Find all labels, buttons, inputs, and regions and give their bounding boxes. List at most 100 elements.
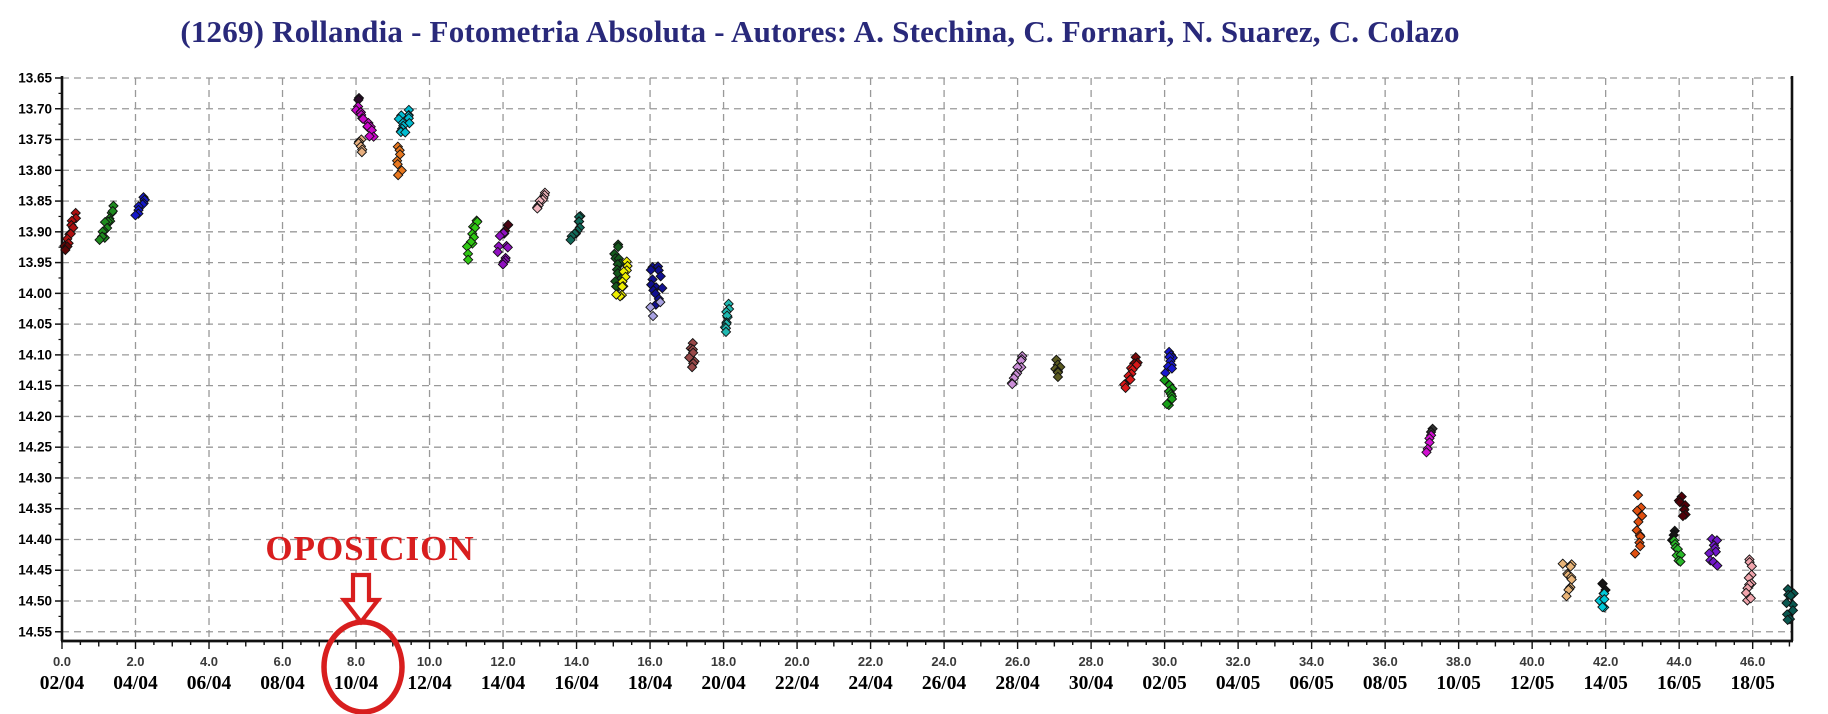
x-tick-label: 34.0 — [1299, 654, 1324, 669]
x-date-label: 10/05 — [1436, 673, 1481, 694]
x-date-label: 02/05 — [1142, 673, 1187, 694]
x-date-label: 24/04 — [848, 673, 893, 694]
x-date-label: 06/05 — [1289, 673, 1334, 694]
data-point — [1782, 614, 1793, 626]
y-tick-label: 14.50 — [18, 594, 52, 609]
data-point — [1674, 497, 1686, 508]
x-date-label: 06/04 — [187, 673, 232, 694]
y-tick-label: 13.65 — [18, 71, 52, 86]
x-date-label: 14/05 — [1583, 673, 1628, 694]
data-point — [497, 259, 509, 270]
data-point — [1120, 382, 1131, 394]
x-tick-label: 12.0 — [490, 654, 515, 669]
x-tick-label: 42.0 — [1593, 654, 1618, 669]
x-tick-label: 4.0 — [200, 654, 218, 669]
data-point — [532, 203, 543, 214]
data-point — [400, 127, 411, 138]
data-point — [655, 270, 666, 282]
chart-title: (1269) Rollandia - Fotometria Absoluta -… — [180, 14, 1460, 49]
x-date-label: 26/04 — [922, 673, 967, 694]
data-point — [657, 282, 668, 294]
x-date-label: 04/04 — [113, 673, 158, 694]
x-date-label: 02/04 — [40, 673, 85, 694]
y-tick-label: 13.75 — [18, 132, 52, 147]
data-point — [655, 296, 666, 308]
data-point — [94, 234, 105, 246]
data-point — [130, 210, 141, 221]
y-tick-label: 13.90 — [18, 224, 52, 239]
data-point — [612, 241, 624, 253]
x-date-label: 28/04 — [995, 673, 1040, 694]
y-tick-label: 13.95 — [18, 255, 52, 270]
data-point — [356, 146, 368, 158]
x-tick-label: 16.0 — [637, 654, 662, 669]
data-point — [1565, 561, 1576, 572]
x-tick-label: 44.0 — [1667, 654, 1692, 669]
data-point — [1125, 374, 1136, 385]
data-point — [392, 158, 403, 170]
x-tick-label: 20.0 — [784, 654, 809, 669]
x-date-label: 12/05 — [1510, 673, 1555, 694]
x-tick-label: 22.0 — [858, 654, 883, 669]
x-date-label: 16/04 — [554, 673, 599, 694]
data-point — [494, 230, 506, 242]
x-date-label: 08/05 — [1363, 673, 1408, 694]
data-point — [1634, 540, 1646, 552]
data-point — [107, 205, 119, 217]
y-tick-label: 14.10 — [18, 347, 52, 362]
data-point — [565, 234, 576, 246]
opposition-circle — [321, 619, 405, 714]
data-point — [645, 302, 656, 313]
data-point — [1006, 378, 1018, 390]
y-tick-label: 13.70 — [18, 101, 52, 116]
y-tick-label: 14.15 — [18, 378, 52, 393]
data-point — [720, 326, 732, 338]
data-point — [364, 131, 375, 142]
x-tick-label: 38.0 — [1446, 654, 1471, 669]
x-tick-label: 46.0 — [1740, 654, 1765, 669]
data-point — [1787, 605, 1799, 616]
x-tick-label: 18.0 — [711, 654, 736, 669]
x-tick-label: 8.0 — [347, 654, 365, 669]
x-tick-label: 30.0 — [1152, 654, 1177, 669]
x-tick-label: 32.0 — [1225, 654, 1250, 669]
x-tick-label: 36.0 — [1372, 654, 1397, 669]
data-point — [647, 310, 659, 322]
y-tick-label: 14.25 — [18, 440, 52, 455]
data-point — [1712, 560, 1723, 571]
data-point — [1745, 593, 1757, 604]
x-date-label: 08/04 — [260, 673, 305, 694]
opposition-annotation-label: OPOSICION — [265, 529, 475, 568]
data-point — [1632, 489, 1644, 501]
x-tick-label: 14.0 — [564, 654, 589, 669]
data-point — [1421, 447, 1432, 458]
y-tick-label: 14.35 — [18, 501, 52, 516]
data-point — [1557, 558, 1568, 569]
y-tick-label: 13.85 — [18, 194, 52, 209]
data-point — [1631, 505, 1643, 516]
x-tick-label: 10.0 — [417, 654, 442, 669]
data-point — [60, 244, 71, 256]
data-point — [1166, 363, 1178, 374]
opposition-arrow-icon — [339, 572, 383, 626]
data-point — [1052, 371, 1064, 383]
x-tick-label: 6.0 — [273, 654, 291, 669]
x-tick-label: 28.0 — [1078, 654, 1103, 669]
x-date-label: 04/05 — [1216, 673, 1261, 694]
y-tick-label: 14.40 — [18, 532, 52, 547]
y-tick-label: 14.30 — [18, 470, 52, 485]
x-tick-label: 0.0 — [53, 654, 71, 669]
x-tick-label: 24.0 — [931, 654, 956, 669]
x-date-label: 18/04 — [628, 673, 673, 694]
data-point — [1675, 556, 1686, 567]
x-date-label: 30/04 — [1069, 673, 1114, 694]
data-point — [1561, 590, 1572, 602]
x-date-label: 22/04 — [775, 673, 820, 694]
x-date-label: 10/04 — [334, 673, 379, 694]
y-tick-label: 14.45 — [18, 563, 52, 578]
data-point — [1677, 510, 1689, 522]
data-point — [1785, 590, 1796, 601]
x-date-label: 18/05 — [1730, 673, 1775, 694]
data-point — [1633, 516, 1644, 528]
data-point — [645, 264, 657, 276]
